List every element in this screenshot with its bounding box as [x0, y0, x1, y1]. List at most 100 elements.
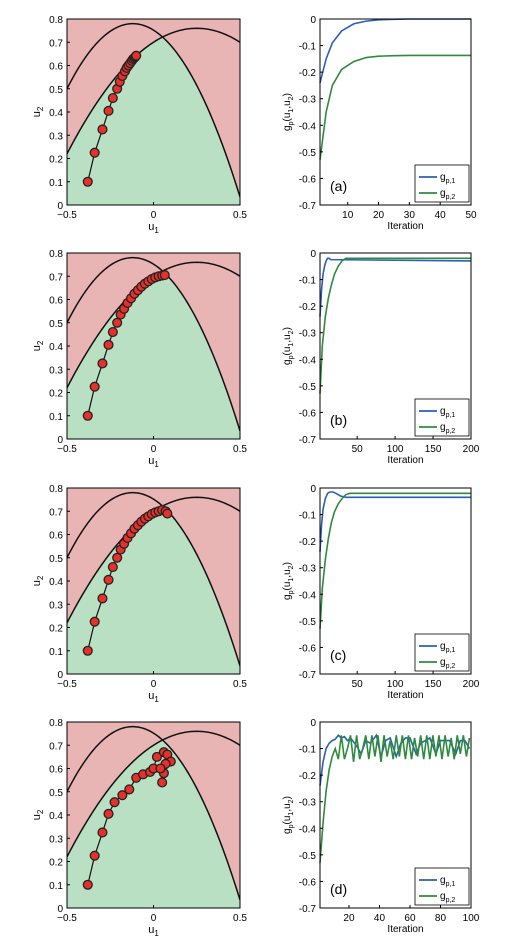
legend-label-sub: p,2 — [446, 897, 456, 904]
trajectory-point — [159, 270, 170, 281]
y-axis-label-part: 1 — [288, 812, 295, 816]
y-tick-label: -0.3 — [299, 798, 317, 809]
x-axis-label: u1 — [148, 221, 159, 235]
trajectory-point — [131, 50, 142, 61]
legend-label-sub: p,1 — [446, 412, 456, 419]
trajectory-point — [103, 808, 114, 819]
x-axis-label-text: u1 — [148, 455, 159, 469]
axes-frame — [319, 721, 472, 909]
legend-label-sub: p,2 — [446, 428, 456, 435]
y-axis-label-part: ,u — [282, 334, 293, 342]
legend-label-base: g — [440, 172, 446, 183]
legend-label-sub: p,2 — [446, 663, 456, 670]
y-axis-label-part: 1 — [288, 343, 295, 347]
y-axis-label: u2 — [31, 106, 45, 117]
x-axis-label: u1 — [148, 924, 159, 938]
y-axis-label-base: u — [31, 814, 43, 820]
y-tick-label: -0.4 — [299, 121, 317, 132]
legend-label-base: g — [440, 657, 446, 668]
y-axis-label: gp(u1,u2) — [282, 327, 295, 365]
x-tick-label: −0.5 — [57, 210, 77, 221]
panel-4-right: 0 -0.1 -0.2 -0.3 -0.4 -0.5 -0.6 -0.7 20 40 60 80 100… — [282, 718, 480, 935]
y-axis-label-part: ) — [282, 93, 293, 96]
y-tick-label: 0.2 — [49, 624, 63, 635]
y-axis-label-text: u2 — [31, 106, 45, 117]
y-tick-label: -0.6 — [299, 643, 317, 654]
y-tick-label: 0.5 — [49, 319, 63, 330]
x-tick-label: 200 — [463, 444, 480, 455]
y-tick-label: 0 — [310, 15, 316, 26]
x-tick-label: 150 — [425, 444, 442, 455]
x-tick-label: 0 — [151, 913, 157, 924]
x-tick-label: 50 — [352, 444, 364, 455]
trajectory-point — [124, 784, 135, 795]
trajectory-point — [162, 508, 173, 519]
x-tick-label: 0.5 — [233, 679, 247, 690]
y-axis-label-part: 1 — [288, 109, 295, 113]
y-tick-label: 0 — [310, 484, 316, 495]
y-tick-label: 0 — [310, 249, 316, 260]
feasible-region — [67, 740, 240, 908]
y-tick-label: 0.5 — [49, 788, 63, 799]
legend-label-sub: p,1 — [446, 647, 456, 654]
y-axis-label-part: 2 — [288, 565, 295, 569]
legend-label-base: g — [440, 875, 446, 886]
y-tick-label: -0.1 — [299, 511, 317, 522]
legend-label: gp,2 — [440, 891, 455, 904]
y-tick-label: 0.3 — [49, 365, 63, 376]
legend-label: gp,1 — [440, 641, 455, 654]
trajectory-point — [97, 124, 108, 135]
y-axis-label: u2 — [31, 809, 45, 820]
x-tick-label: 50 — [465, 210, 477, 221]
legend-label-sub: p,1 — [446, 178, 456, 185]
y-axis-label-sub: 2 — [36, 575, 45, 580]
y-tick-label: 0.4 — [49, 342, 63, 353]
series-line-1 — [319, 257, 472, 317]
y-tick-label: -0.2 — [299, 68, 317, 79]
y-axis-label-part: g — [282, 359, 293, 365]
trajectory-point — [155, 763, 166, 774]
y-axis-label-text: gp(u1,u2) — [282, 796, 295, 834]
y-tick-label: -0.6 — [299, 877, 317, 888]
x-tick-label: 150 — [425, 679, 442, 690]
feasible-region — [67, 37, 240, 205]
y-axis-label-base: u — [31, 111, 43, 117]
y-tick-label: -0.5 — [299, 382, 317, 393]
x-tick-label: 60 — [404, 913, 416, 924]
y-axis-label-part: g — [282, 828, 293, 834]
x-axis-label-sub: 1 — [154, 929, 159, 938]
x-axis-label: Iteration — [387, 690, 423, 701]
trajectory-point — [117, 790, 128, 801]
y-tick-label: 0.2 — [49, 858, 63, 869]
y-axis-label-part: p — [288, 121, 295, 125]
y-tick-label: -0.3 — [299, 329, 317, 340]
feasible-region — [67, 506, 240, 674]
x-tick-label: 0.5 — [233, 210, 247, 221]
series-line-2 — [319, 54, 471, 160]
x-axis-label-text: u1 — [148, 924, 159, 938]
y-axis-label-text: gp(u1,u2) — [282, 93, 295, 131]
trajectory-point — [107, 561, 118, 573]
y-axis-label-base: u — [31, 580, 43, 586]
constraint-curve-1 — [67, 22, 240, 198]
legend-label-base: g — [440, 641, 446, 652]
y-axis-label-part: ,u — [282, 569, 293, 577]
y-tick-label: 0.4 — [49, 577, 63, 588]
y-tick-label: 0 — [57, 435, 63, 446]
x-tick-label: 200 — [463, 679, 480, 690]
y-axis-label-part: g — [282, 594, 293, 600]
y-tick-label: 0 — [310, 718, 316, 729]
y-tick-label: 0.3 — [49, 131, 63, 142]
constraint-curve-1 — [67, 256, 240, 432]
y-axis-label-part: (u — [282, 347, 293, 356]
legend-label: gp,2 — [440, 188, 455, 201]
trajectory-point — [109, 797, 120, 808]
y-tick-label: 0.2 — [49, 155, 63, 166]
x-axis-label-sub: 1 — [154, 695, 159, 704]
legend-box — [414, 633, 470, 672]
legend-label-base: g — [440, 188, 446, 199]
x-tick-label: 20 — [373, 210, 385, 221]
